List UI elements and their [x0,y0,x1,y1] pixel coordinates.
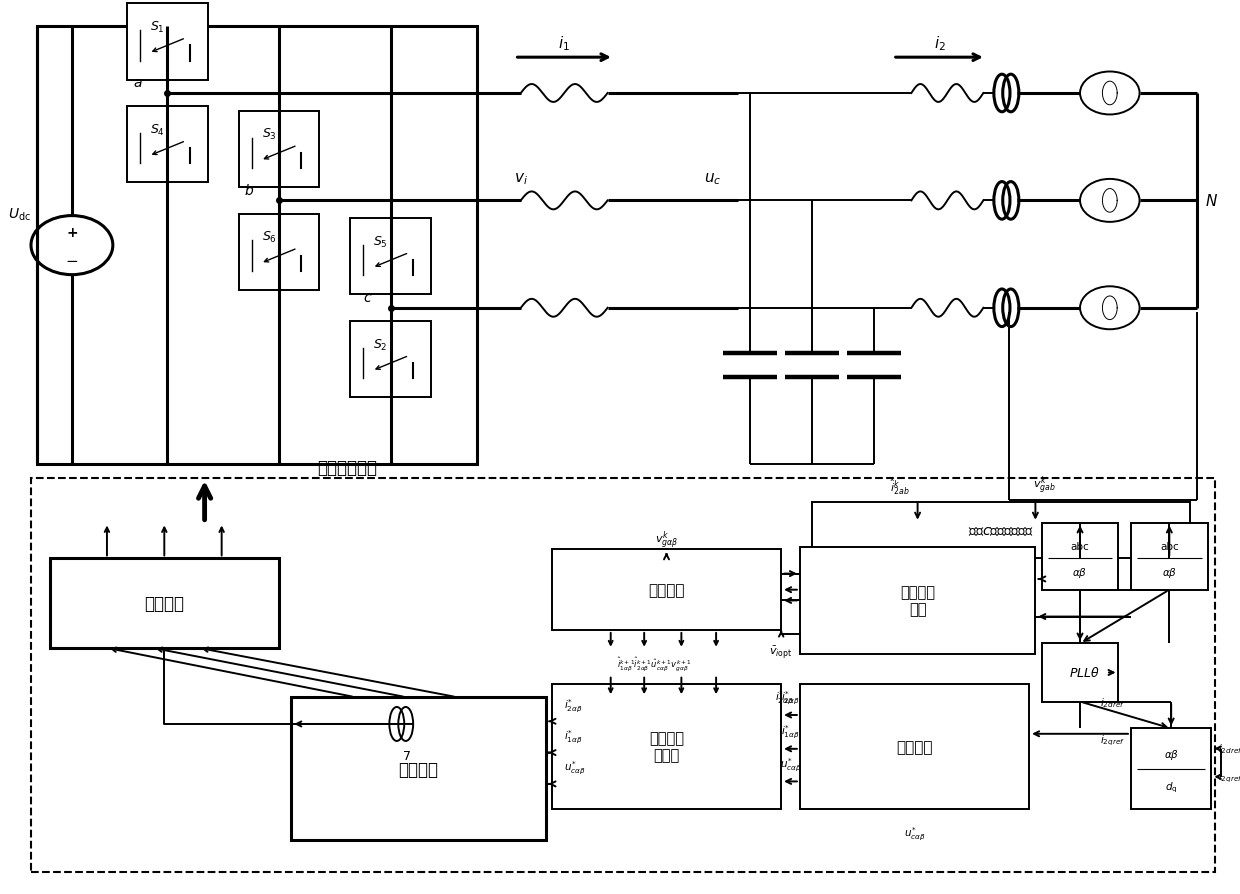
Text: $i_{1\alpha\beta}^{*}$: $i_{1\alpha\beta}^{*}$ [564,728,583,746]
Text: $\hat{i}_{2ab}^{k}$: $\hat{i}_{2ab}^{k}$ [890,477,910,496]
Text: $i_{1\alpha\beta}^{*}$: $i_{1\alpha\beta}^{*}$ [781,723,800,740]
Text: $-$: $-$ [66,251,78,266]
Bar [1131,729,1211,809]
Bar [350,322,432,398]
Text: $u_{c\alpha\beta}^{*}$: $u_{c\alpha\beta}^{*}$ [564,759,587,777]
Bar [552,684,781,809]
Text: $\alpha\beta$: $\alpha\beta$ [1162,565,1177,579]
Text: $S_4$: $S_4$ [150,122,165,138]
Bar [1042,523,1118,590]
Text: $u_{c\alpha\beta}^{*}$: $u_{c\alpha\beta}^{*}$ [780,755,801,772]
Text: $S_5$: $S_5$ [373,234,388,249]
Bar [238,215,320,291]
Text: $i_1$: $i_1$ [558,35,570,53]
Text: 7: 7 [403,749,410,762]
Text: +: + [66,225,78,240]
Text: $S_2$: $S_2$ [373,337,388,352]
Bar [812,502,1190,559]
Text: $\alpha\beta$: $\alpha\beta$ [1073,565,1087,579]
Text: 参考计算: 参考计算 [897,739,932,754]
Text: 延时补偿: 延时补偿 [649,583,684,597]
Text: $u_c$: $u_c$ [704,171,722,187]
Bar [350,219,432,295]
Text: $S_3$: $S_3$ [262,127,277,142]
Text: $v_{g\alpha\beta}^{k}$: $v_{g\alpha\beta}^{k}$ [655,529,678,552]
Text: $a$: $a$ [133,76,143,90]
Bar [37,27,477,465]
Text: $U_{\rm dc}$: $U_{\rm dc}$ [7,207,31,223]
Text: $i_2$: $i_2$ [934,35,946,53]
Text: $i_{2\alpha\beta}^{*}$: $i_{2\alpha\beta}^{*}$ [781,689,800,706]
Text: $\hat{i}_{1\alpha\beta}^{k+1}\hat{i}_{2\alpha\beta}^{k+1}\hat{u}_{c\alpha\beta}^: $\hat{i}_{1\alpha\beta}^{k+1}\hat{i}_{2\… [616,654,692,672]
Text: 预测模型: 预测模型 [398,760,439,778]
Bar [291,697,546,840]
Text: 计算$c$相电流、电压: 计算$c$相电流、电压 [968,524,1034,537]
Text: abc: abc [1070,542,1090,552]
Bar [50,559,279,648]
Text: 状态变量
估算: 状态变量 估算 [900,585,935,617]
Text: 最优驱动信号: 最优驱动信号 [317,459,377,477]
Bar [1131,523,1208,590]
Bar [800,684,1029,809]
Text: $v_{gab}^{k}$: $v_{gab}^{k}$ [1033,474,1055,496]
Bar [128,107,208,183]
Text: $i_{2dref}$: $i_{2dref}$ [1218,742,1240,755]
Text: $i_{2dref}$: $i_{2dref}$ [1100,696,1125,710]
Text: 代价函数: 代价函数 [144,595,185,612]
Text: abc: abc [1159,542,1179,552]
Text: $PLL$: $PLL$ [1069,666,1091,679]
Bar [128,4,208,80]
Text: $i_{2qref}$: $i_{2qref}$ [1218,770,1240,784]
Bar [31,478,1215,872]
Text: $u_{c\alpha\beta}^{*}$: $u_{c\alpha\beta}^{*}$ [904,825,925,842]
Text: 拉格朗日
外推法: 拉格朗日 外推法 [649,730,684,763]
Text: $\theta$: $\theta$ [1090,666,1100,679]
Bar [1042,644,1118,702]
Bar [238,112,320,188]
Text: $v_i$: $v_i$ [513,171,528,187]
Text: $c$: $c$ [362,291,372,305]
Text: $N$: $N$ [1205,193,1218,209]
Text: $d_{\rm q}$: $d_{\rm q}$ [1164,780,1178,795]
Text: $i_{2\alpha\beta}^{*}$: $i_{2\alpha\beta}^{*}$ [775,689,794,706]
Bar [552,550,781,630]
Text: $i_{2qref}$: $i_{2qref}$ [1100,733,1125,747]
Text: $i_{2\alpha\beta}^{*}$: $i_{2\alpha\beta}^{*}$ [564,696,583,714]
Text: $\bar{v}_{i\rm opt}$: $\bar{v}_{i\rm opt}$ [770,644,792,661]
Text: $b$: $b$ [244,183,254,198]
Text: $S_1$: $S_1$ [150,20,165,35]
Bar [800,547,1035,654]
Text: $\alpha\beta$: $\alpha\beta$ [1163,747,1179,762]
Text: $S_6$: $S_6$ [262,230,277,245]
